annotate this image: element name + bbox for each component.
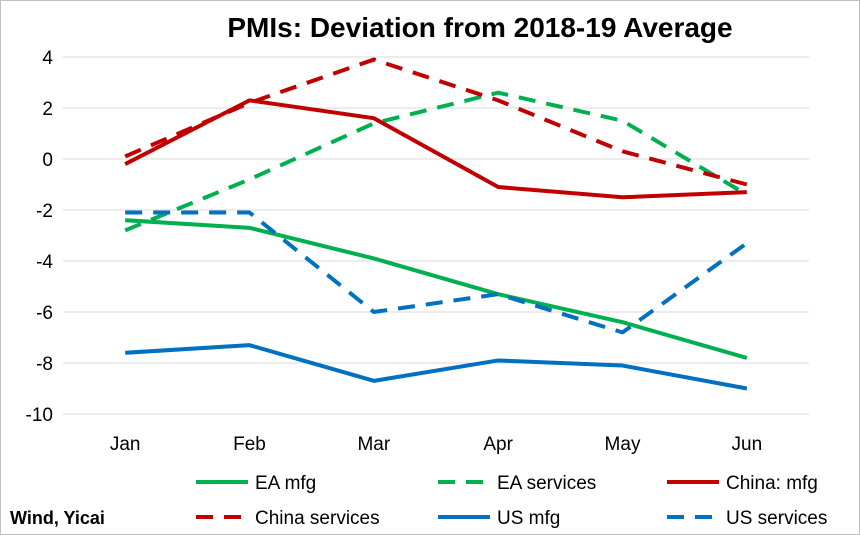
x-axis-ticks: Jan Feb Mar Apr May Jun bbox=[110, 434, 762, 455]
y-tick-label: -2 bbox=[36, 201, 53, 222]
legend-label: EA services bbox=[497, 473, 596, 494]
grid-lines bbox=[63, 56, 809, 415]
x-tick-label: Apr bbox=[483, 434, 513, 455]
series-line-us-services bbox=[125, 210, 748, 335]
series-line-china-services bbox=[124, 57, 748, 187]
y-tick-label: -10 bbox=[26, 405, 53, 426]
x-tick-label: Feb bbox=[233, 434, 266, 455]
series-lines bbox=[124, 57, 748, 391]
y-tick-label: 4 bbox=[42, 48, 53, 69]
y-tick-label: -8 bbox=[36, 354, 53, 375]
series-line-us-mfg bbox=[125, 343, 748, 391]
legend-label: China: mfg bbox=[726, 473, 818, 494]
y-axis-ticks: -10 -8 -6 -4 -2 0 2 4 bbox=[26, 48, 54, 426]
y-tick-label: 0 bbox=[42, 150, 53, 171]
y-tick-label: 2 bbox=[42, 99, 53, 120]
source-note: Wind, Yicai bbox=[10, 508, 105, 528]
x-tick-label: Jun bbox=[732, 434, 763, 455]
legend: EA mfg EA services China: mfg China service… bbox=[196, 473, 827, 529]
y-tick-label: -6 bbox=[36, 303, 53, 324]
series-line-ea-mfg bbox=[125, 218, 748, 360]
x-tick-label: May bbox=[605, 434, 641, 455]
legend-label: US services bbox=[726, 508, 827, 529]
series-line-china-mfg bbox=[124, 98, 747, 200]
legend-label: China services bbox=[255, 508, 380, 529]
x-tick-label: Jan bbox=[110, 434, 141, 455]
legend-label: EA mfg bbox=[255, 473, 316, 494]
y-tick-label: -4 bbox=[36, 252, 53, 273]
legend-label: US mfg bbox=[497, 508, 560, 529]
chart-title: PMIs: Deviation from 2018-19 Average bbox=[227, 12, 732, 43]
x-tick-label: Mar bbox=[357, 434, 390, 455]
